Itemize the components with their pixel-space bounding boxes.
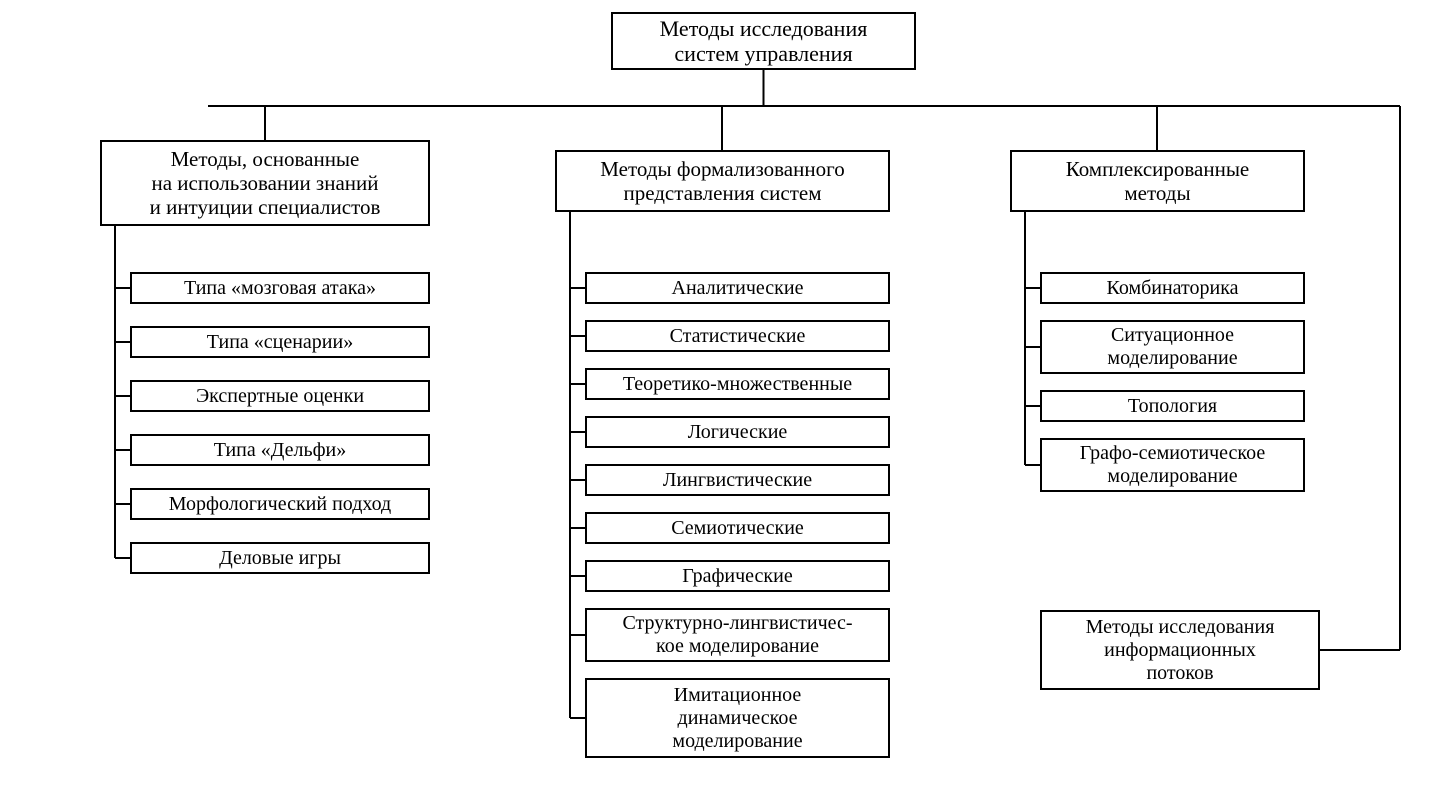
branch-1-item-7: Структурно-лингвистичес- кое моделирован… [585,608,890,662]
branch-1-item-8-label: Имитационное динамическое моделирование [672,684,802,753]
branch-1-item-3-label: Логические [688,421,788,444]
branch-0-item-2-label: Экспертные оценки [196,385,364,408]
branch-1-item-5-label: Семиотические [671,517,804,540]
branch-0: Методы, основанные на использовании знан… [100,140,430,226]
extra-node-label: Методы исследования информационных поток… [1086,616,1275,685]
branch-0-item-5-label: Деловые игры [219,547,341,570]
branch-0-item-4-label: Морфологический подход [169,493,391,516]
branch-1-item-6: Графические [585,560,890,592]
branch-1-item-8: Имитационное динамическое моделирование [585,678,890,758]
branch-2-item-0: Комбинаторика [1040,272,1305,304]
branch-2-label: Комплексированные методы [1066,157,1250,205]
branch-1-item-2-label: Теоретико-множественные [623,373,852,396]
branch-2-item-0-label: Комбинаторика [1106,277,1238,300]
branch-1-item-4: Лингвистические [585,464,890,496]
branch-1: Методы формализованного представления си… [555,150,890,212]
branch-1-label: Методы формализованного представления си… [600,157,844,205]
branch-0-item-1-label: Типа «сценарии» [207,331,353,354]
root-node: Методы исследования систем управления [611,12,916,70]
branch-1-item-2: Теоретико-множественные [585,368,890,400]
branch-2-item-1: Ситуационное моделирование [1040,320,1305,374]
branch-1-item-3: Логические [585,416,890,448]
branch-0-item-1: Типа «сценарии» [130,326,430,358]
branch-0-item-5: Деловые игры [130,542,430,574]
branch-1-item-7-label: Структурно-лингвистичес- кое моделирован… [622,612,852,658]
branch-0-item-0: Типа «мозговая атака» [130,272,430,304]
branch-0-label: Методы, основанные на использовании знан… [150,147,381,219]
branch-0-item-3: Типа «Дельфи» [130,434,430,466]
branch-1-item-1: Статистические [585,320,890,352]
branch-2-item-3: Графо-семиотическое моделирование [1040,438,1305,492]
branch-1-item-5: Семиотические [585,512,890,544]
branch-2-item-1-label: Ситуационное моделирование [1107,324,1237,370]
branch-0-item-0-label: Типа «мозговая атака» [184,277,376,300]
branch-1-item-6-label: Графические [682,565,792,588]
branch-2-item-2: Топология [1040,390,1305,422]
branch-1-item-0: Аналитические [585,272,890,304]
branch-1-item-4-label: Лингвистические [663,469,812,492]
branch-0-item-2: Экспертные оценки [130,380,430,412]
branch-2-item-3-label: Графо-семиотическое моделирование [1080,442,1265,488]
extra-node: Методы исследования информационных поток… [1040,610,1320,690]
branch-2: Комплексированные методы [1010,150,1305,212]
root-node-label: Методы исследования систем управления [660,16,868,67]
branch-0-item-4: Морфологический подход [130,488,430,520]
branch-2-item-2-label: Топология [1128,395,1217,418]
branch-0-item-3-label: Типа «Дельфи» [214,439,347,462]
branch-1-item-1-label: Статистические [670,325,806,348]
branch-1-item-0-label: Аналитические [672,277,804,300]
